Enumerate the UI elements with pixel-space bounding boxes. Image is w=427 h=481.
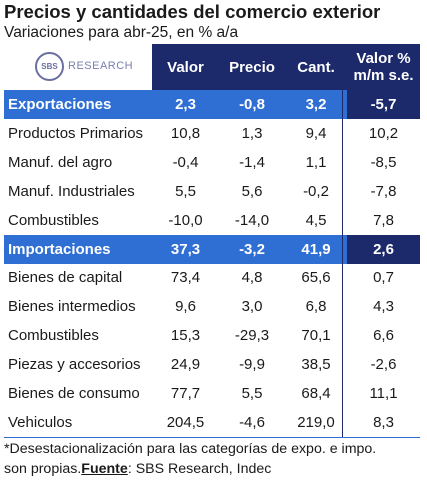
cell-valor-mm: -8,5 — [370, 153, 397, 171]
row-label: Piezas y accesorios — [8, 356, 141, 374]
cell-valor: 2,3 — [175, 96, 196, 113]
table-row: Bienes intermedios 9,6 3,0 6,8 4,3 — [4, 292, 420, 321]
cell-cant: 1,1 — [305, 153, 327, 171]
footnote: *Desestacionalización para las categoría… — [4, 439, 424, 479]
page-title: Precios y cantidades del comercio exteri… — [4, 1, 381, 22]
page-subtitle: Variaciones para abr-25, en % a/a — [4, 24, 239, 41]
table-row: Productos Primarios 10,8 1,3 9,4 10,2 — [4, 119, 420, 148]
section-row: Importaciones 37,3 -3,2 41,9 2,6 — [4, 234, 420, 264]
cell-valor: -0,4 — [172, 153, 199, 171]
cell-valor-mm: 2,6 — [347, 234, 420, 264]
cell-valor: 204,5 — [166, 413, 205, 431]
table-row: Bienes de capital 73,4 4,8 65,6 0,7 — [4, 263, 420, 292]
cell-precio: 3,0 — [241, 298, 263, 316]
cell-valor: 9,6 — [175, 298, 196, 316]
header-valor: Valor — [167, 58, 204, 76]
cell-valor: -10,0 — [168, 211, 203, 229]
cell-valor: 5,5 — [175, 182, 196, 200]
cell-precio: 5,6 — [241, 182, 263, 200]
cell-cant: 219,0 — [297, 413, 335, 431]
table-row: Piezas y accesorios 24,9 -9,9 38,5 -2,6 — [4, 350, 420, 379]
header-mm-line1: Valor % — [356, 50, 411, 67]
cell-cant: 4,5 — [305, 211, 327, 229]
cell-valor: 15,3 — [170, 327, 201, 345]
cell-precio: -9,9 — [239, 356, 265, 374]
logo: SBS RESEARCH — [4, 44, 152, 90]
cell-valor-mm: -2,6 — [370, 356, 397, 374]
source-label: Fuente — [81, 461, 128, 477]
cell-valor: 10,8 — [170, 124, 201, 142]
table-row: Manuf. del agro -0,4 -1,4 1,1 -8,5 — [4, 148, 420, 177]
row-label: Bienes de consumo — [8, 385, 140, 402]
cell-cant: 68,4 — [301, 385, 331, 402]
cell-valor-mm: -5,7 — [347, 90, 420, 119]
row-label: Importaciones — [8, 240, 111, 258]
table-row: Bienes de consumo 77,7 5,5 68,4 11,1 — [4, 379, 420, 408]
cell-cant: 70,1 — [301, 327, 331, 345]
table-row: Manuf. Industriales 5,5 5,6 -0,2 -7,8 — [4, 177, 420, 206]
footnote-prefix: son propias. — [4, 461, 82, 477]
cell-precio: 1,3 — [241, 124, 263, 142]
cell-valor-mm: 10,2 — [368, 124, 399, 142]
cell-precio: -29,3 — [234, 327, 270, 345]
cell-cant: 65,6 — [301, 269, 331, 287]
cell-valor: 77,7 — [170, 385, 201, 402]
row-label: Productos Primarios — [8, 124, 144, 142]
row-label: Bienes intermedios — [8, 298, 136, 316]
cell-precio: -0,8 — [239, 96, 265, 113]
logo-text: RESEARCH — [68, 60, 134, 72]
footnote-line1: *Desestacionalización para las categoría… — [4, 441, 377, 457]
row-label: Combustibles — [8, 211, 99, 229]
cell-precio: 5,5 — [241, 385, 263, 402]
cell-cant: 9,4 — [305, 124, 327, 142]
cell-valor: 73,4 — [170, 269, 201, 287]
cell-precio: 4,8 — [241, 269, 263, 287]
source-text: : SBS Research, Indec — [127, 461, 272, 477]
cell-valor-mm: -7,8 — [370, 182, 397, 200]
cell-valor-mm: 0,7 — [373, 269, 394, 287]
cell-valor: 24,9 — [170, 356, 201, 374]
column-divider — [342, 44, 343, 437]
table-row: Combustibles -10,0 -14,0 4,5 7,8 — [4, 206, 420, 235]
table-row: Combustibles 15,3 -29,3 70,1 6,6 — [4, 321, 420, 350]
row-label: Combustibles — [8, 327, 99, 345]
table-bottom-rule — [4, 437, 420, 438]
cell-cant: 6,8 — [305, 298, 327, 316]
cell-precio: -1,4 — [239, 153, 265, 171]
row-label: Manuf. del agro — [8, 153, 113, 171]
row-label: Vehiculos — [8, 413, 73, 431]
cell-cant: 38,5 — [301, 356, 331, 374]
cell-precio: -14,0 — [234, 211, 270, 229]
cell-cant: 41,9 — [301, 240, 331, 258]
cell-valor-mm: 6,6 — [373, 327, 394, 345]
cell-cant: 3,2 — [305, 96, 327, 113]
cell-precio: -4,6 — [239, 413, 265, 431]
section-row: Exportaciones 2,3 -0,8 3,2 -5,7 — [4, 90, 420, 119]
header-cant: Cant. — [297, 58, 335, 76]
table-row: Vehiculos 204,5 -4,6 219,0 8,3 — [4, 408, 420, 437]
logo-badge: SBS — [35, 52, 64, 81]
cell-valor-mm: 7,8 — [373, 211, 394, 229]
cell-valor: 37,3 — [170, 240, 201, 258]
cell-valor-mm: 8,3 — [373, 413, 394, 431]
row-label: Manuf. Industriales — [8, 182, 135, 200]
row-label: Exportaciones — [8, 96, 112, 113]
header-precio: Precio — [229, 58, 275, 76]
cell-cant: -0,2 — [303, 182, 329, 200]
cell-valor-mm: 4,3 — [373, 298, 394, 316]
cell-precio: -3,2 — [239, 240, 265, 258]
header-mm-line2: m/m s.e. — [353, 67, 414, 84]
header-valor-mm: Valor % m/m s.e. — [347, 44, 420, 90]
table-header — [152, 44, 420, 90]
cell-valor-mm: 11,1 — [369, 385, 398, 402]
row-label: Bienes de capital — [8, 269, 123, 287]
